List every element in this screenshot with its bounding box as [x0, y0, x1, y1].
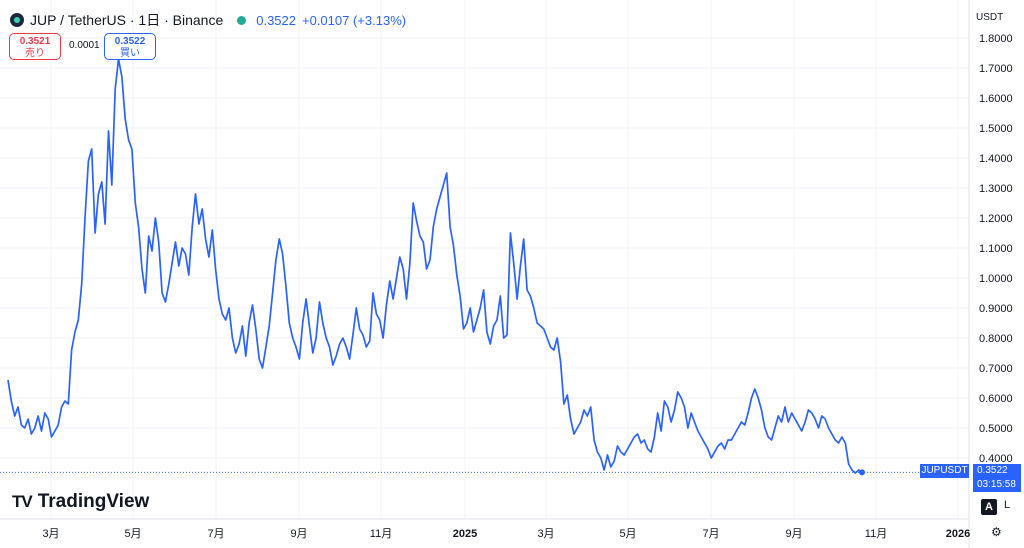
auto-scale-button[interactable]: A	[981, 499, 997, 515]
time-tick-label: 5月	[619, 528, 636, 540]
tradingview-logo[interactable]: TV TradingView	[12, 491, 149, 513]
chart-grid	[0, 0, 969, 519]
buy-label: 買い	[120, 48, 140, 59]
price-tick-label: 0.4000	[979, 453, 1013, 465]
time-tick-label: 7月	[702, 528, 719, 540]
price-line-series	[7, 58, 863, 474]
price-tick-label: 1.0000	[979, 273, 1013, 285]
last-price-value: 0.3522	[977, 465, 1008, 476]
tradingview-wordmark: TradingView	[37, 491, 150, 512]
price-tick-label: 1.6000	[979, 93, 1013, 105]
last-price-symbol-tag: JUPUSDT	[920, 464, 969, 478]
header-change: +0.0107 (+3.13%)	[302, 12, 407, 28]
price-tick-label: 1.1000	[979, 243, 1013, 255]
price-tick-label: 0.6000	[979, 393, 1013, 405]
jup-logo-icon	[10, 13, 24, 27]
bar-countdown: 03:15:58	[977, 479, 1016, 490]
price-axis[interactable]: 1.8000 1.7000 1.6000 1.5000 1.4000 1.3000 1.20…	[979, 33, 1013, 465]
time-tick-label: 7月	[207, 528, 224, 540]
price-tick-label: 1.4000	[979, 153, 1013, 165]
time-tick-label: 3月	[42, 528, 59, 540]
symbol-title[interactable]: JUP / TetherUS · 1日 · Binance	[30, 12, 224, 28]
time-tick-label: 5月	[124, 528, 141, 540]
sell-price: 0.3521	[19, 36, 51, 47]
price-tick-label: 1.5000	[979, 123, 1013, 135]
sell-label: 売り	[25, 48, 45, 59]
time-tick-label: 2025	[453, 528, 477, 540]
price-axis-unit[interactable]: USDT	[976, 12, 1004, 23]
symbol-header: JUP / TetherUS · 1日 · Binance 0.3522 +0.…	[10, 10, 406, 30]
time-tick-label: 3月	[537, 528, 554, 540]
market-status-icon	[237, 15, 247, 25]
last-price-dot	[859, 469, 865, 476]
time-tick-label: 2026	[946, 528, 970, 540]
log-scale-button[interactable]: L	[1004, 499, 1011, 511]
buy-button[interactable]: 0.3522 買い	[104, 33, 156, 60]
price-tick-label: 1.2000	[979, 213, 1013, 225]
price-tick-label: 0.9000	[979, 303, 1013, 315]
price-tick-label: 0.5000	[979, 423, 1013, 435]
price-tick-label: 1.3000	[979, 183, 1013, 195]
buy-price: 0.3522	[114, 36, 146, 47]
price-tick-label: 1.7000	[979, 63, 1013, 75]
header-price: 0.3522	[256, 12, 296, 28]
time-tick-label: 11月	[865, 528, 887, 540]
time-tick-label: 9月	[785, 528, 802, 540]
time-axis[interactable]: 3月 5月 7月 9月 11月 2025 3月 5月 7月 9月 11月 2026	[42, 528, 970, 540]
spread-value: 0.0001	[69, 40, 100, 51]
last-price-tag: 0.3522 03:15:58	[973, 464, 1021, 492]
gear-icon[interactable]: ⚙	[991, 525, 1002, 539]
tradingview-mark-icon: TV	[12, 492, 33, 511]
price-tick-label: 0.7000	[979, 363, 1013, 375]
time-tick-label: 11月	[370, 528, 392, 540]
price-tick-label: 1.8000	[979, 33, 1013, 45]
time-tick-label: 9月	[290, 528, 307, 540]
price-tick-label: 0.8000	[979, 333, 1013, 345]
sell-button[interactable]: 0.3521 売り	[9, 33, 61, 60]
